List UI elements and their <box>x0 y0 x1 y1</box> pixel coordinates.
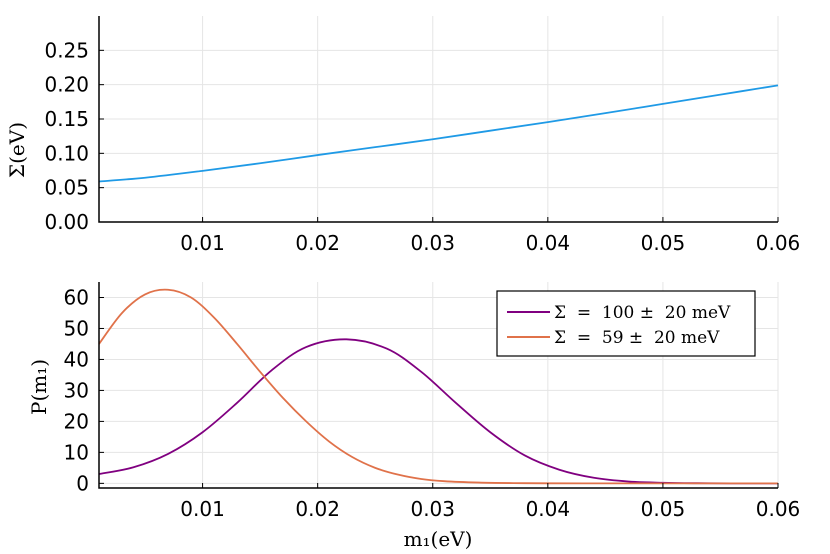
y-tick-label: 0.00 <box>44 210 89 234</box>
y-tick-label: 20 <box>64 409 89 433</box>
y-tick-label: 0.10 <box>44 141 89 165</box>
legend-label-series-2: Σ = 59 ± 20 meV <box>554 328 720 348</box>
x-tick-label: 0.05 <box>641 497 686 521</box>
bottom-panel-ticks: 0.01 0.02 0.03 0.04 0.05 0.06 0 10 20 30 40 50 60 <box>64 285 801 521</box>
x-tick-label: 0.03 <box>410 497 455 521</box>
series-line-1 <box>98 338 779 485</box>
x-tick-label: 0.04 <box>526 497 571 521</box>
top-panel-ticks: 0.01 0.02 0.03 0.04 0.05 0.06 0.00 0.05 0.10 0.15… <box>44 38 800 255</box>
x-tick-label: 0.03 <box>410 231 455 255</box>
x-tick-label: 0.02 <box>295 231 340 255</box>
y-tick-label: 0.15 <box>44 107 89 131</box>
y-tick-label: 60 <box>64 285 89 309</box>
bottom-panel-x-axis-label: m₁(eV) <box>404 527 473 551</box>
series-line-2 <box>98 288 778 485</box>
x-tick-label: 0.02 <box>295 497 340 521</box>
y-tick-label: 0.05 <box>44 176 89 200</box>
y-tick-label: 30 <box>64 378 89 402</box>
x-tick-label: 0.04 <box>526 231 571 255</box>
top-panel-series <box>98 84 779 183</box>
y-tick-label: 0 <box>76 471 89 495</box>
x-tick-label: 0.01 <box>180 497 225 521</box>
y-tick-label: 50 <box>64 316 89 340</box>
legend: Σ = 100 ± 20 meV Σ = 59 ± 20 meV <box>496 290 756 357</box>
legend-box <box>496 290 756 357</box>
top-panel-y-axis-label: Σ(eV) <box>5 122 29 178</box>
y-tick-label: 0.25 <box>44 38 89 62</box>
bottom-panel: 0.01 0.02 0.03 0.04 0.05 0.06 0 10 20 30 40 50 60 P(… <box>27 282 800 551</box>
bottom-panel-series <box>98 288 779 485</box>
x-tick-label: 0.01 <box>180 231 225 255</box>
x-tick-label: 0.06 <box>756 231 801 255</box>
top-panel: 0.01 0.02 0.03 0.04 0.05 0.06 0.00 0.05 0.10 0.15… <box>5 16 800 255</box>
y-tick-label: 40 <box>64 347 89 371</box>
bottom-panel-y-axis-label: P(m₁) <box>27 359 51 415</box>
x-tick-label: 0.05 <box>641 231 686 255</box>
y-tick-label: 0.20 <box>44 73 89 97</box>
y-tick-label: 10 <box>64 440 89 464</box>
legend-label-series-1: Σ = 100 ± 20 meV <box>554 303 731 323</box>
top-panel-grid <box>99 16 779 223</box>
bottom-panel-axes <box>98 282 778 489</box>
series-line-1 <box>98 84 779 183</box>
x-tick-label: 0.06 <box>756 497 801 521</box>
